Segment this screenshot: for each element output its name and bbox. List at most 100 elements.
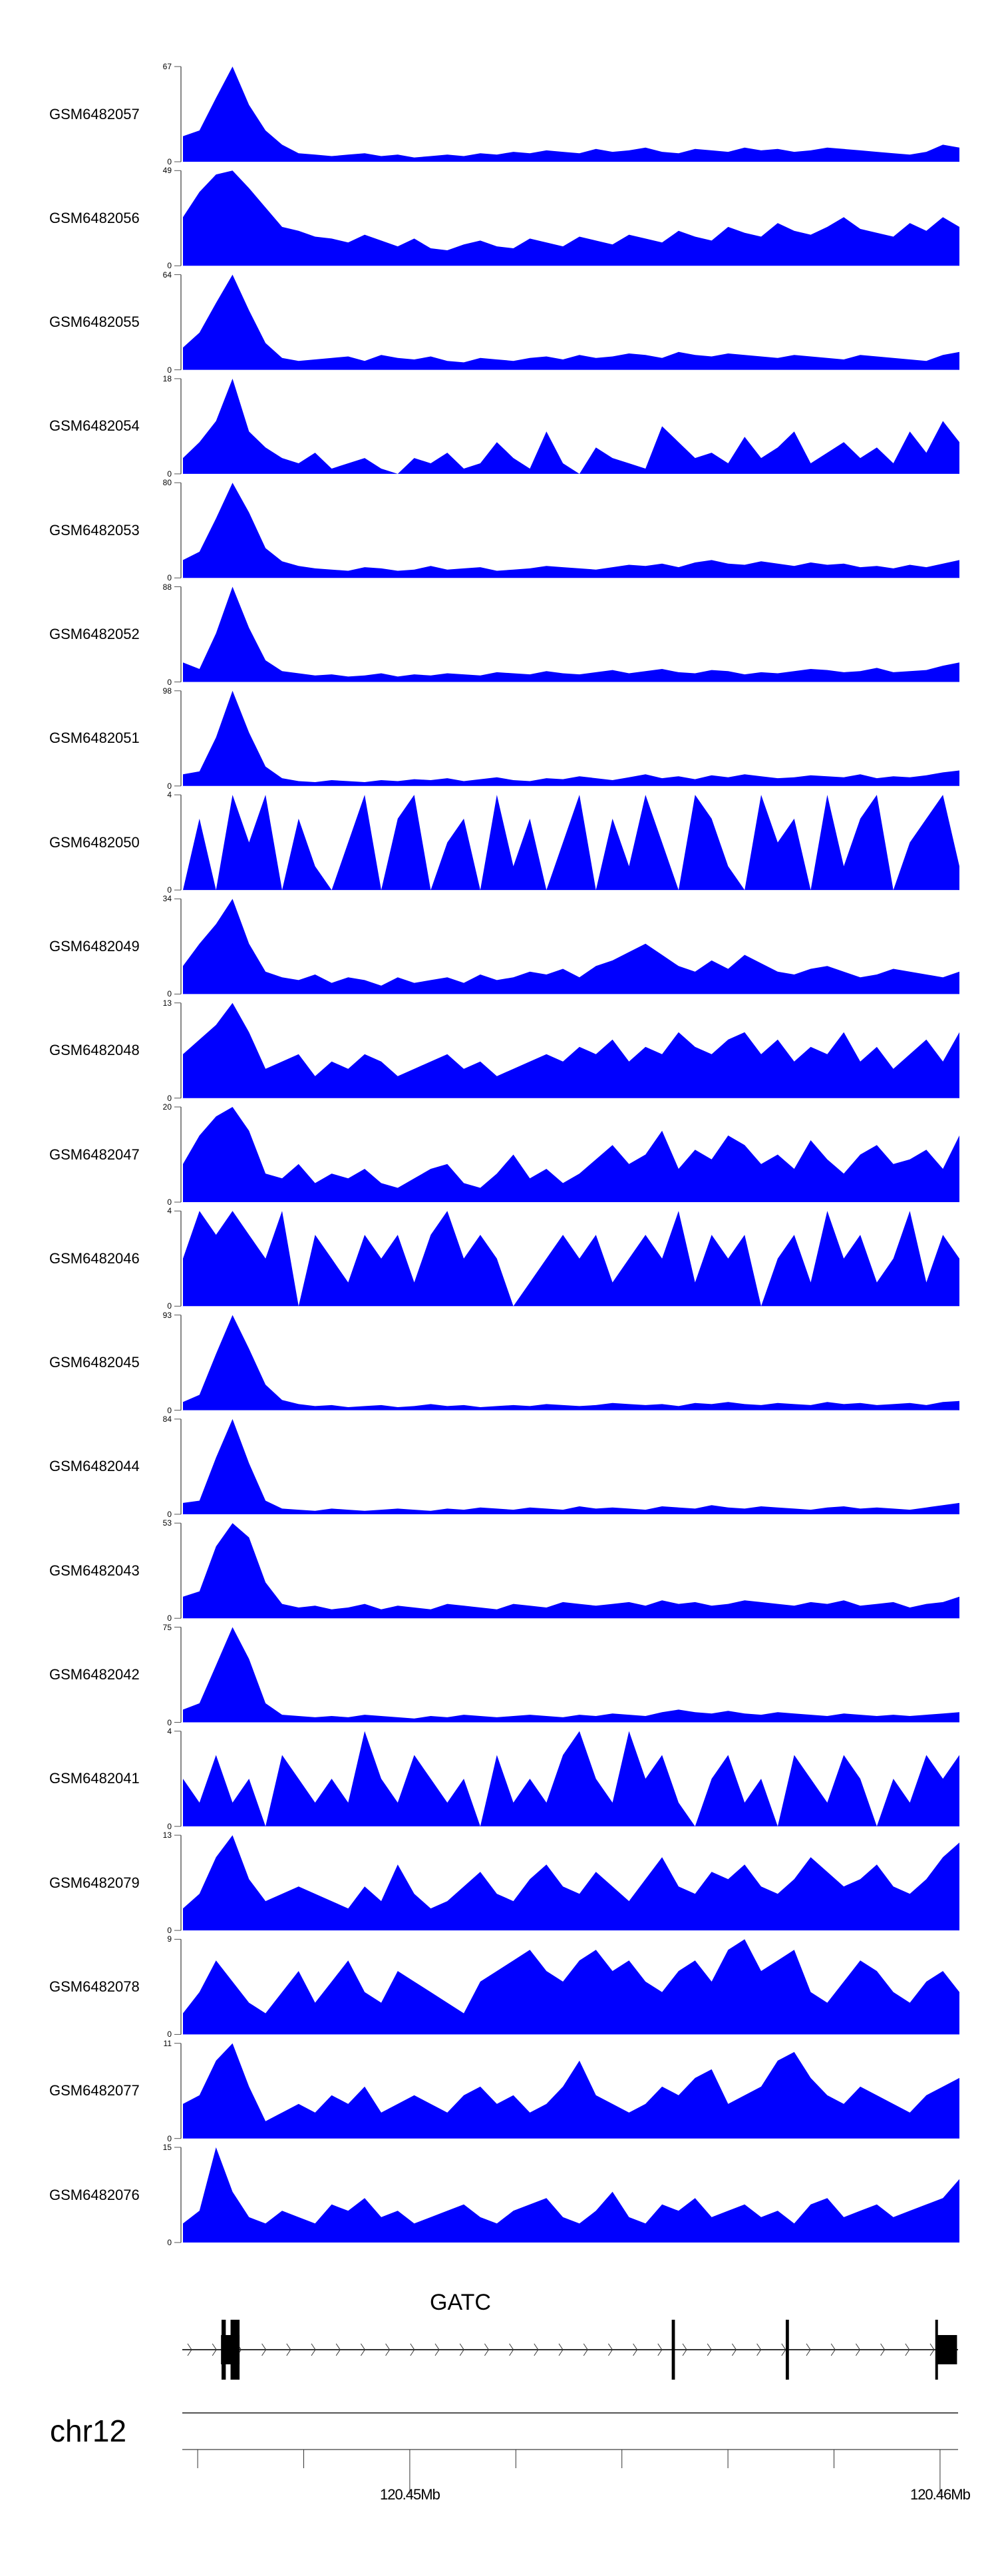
track-label: GSM6482045 — [49, 1354, 140, 1371]
genome-axis-tick-label: 120.45Mb — [379, 2486, 440, 2503]
track-label: GSM6482050 — [49, 833, 140, 851]
strand-arrow-icon — [311, 2343, 316, 2356]
y-tick-label-zero: 0 — [167, 469, 172, 479]
track-label: GSM6482056 — [49, 209, 140, 226]
strand-arrow-icon — [410, 2343, 415, 2356]
y-tick-label-max: 93 — [162, 1310, 172, 1320]
track-area — [183, 1107, 959, 1202]
strand-arrow-icon — [905, 2343, 910, 2356]
strand-arrow-icon — [335, 2343, 341, 2356]
track-area — [183, 1731, 959, 1826]
track-label: GSM6482078 — [49, 1978, 140, 1995]
strand-arrow-icon — [607, 2343, 613, 2356]
strand-arrow-icon — [484, 2343, 490, 2356]
strand-arrow-icon — [360, 2343, 366, 2356]
y-tick-label-max: 4 — [167, 1206, 172, 1216]
gene-exon — [230, 2320, 240, 2380]
track-label: GSM6482055 — [49, 314, 140, 331]
gene-name: GATC — [430, 2290, 491, 2315]
y-tick-label-max: 53 — [162, 1518, 172, 1528]
y-tick-label-zero: 0 — [167, 1093, 172, 1103]
track-label: GSM6482049 — [49, 937, 140, 955]
strand-arrow-icon — [830, 2343, 836, 2356]
strand-arrow-icon — [756, 2343, 762, 2356]
gene-exon — [935, 2320, 938, 2380]
genome-axis-tick-label: 120.46Mb — [910, 2486, 971, 2503]
track-label: GSM6482057 — [49, 105, 140, 122]
track-label: GSM6482053 — [49, 521, 140, 538]
y-tick-label-zero: 0 — [167, 989, 172, 999]
track-area — [183, 899, 959, 994]
y-tick-label-max: 88 — [162, 582, 172, 592]
y-tick-label-zero: 0 — [167, 2030, 172, 2039]
y-tick-label-max: 64 — [162, 270, 172, 280]
track-label: GSM6482079 — [49, 1874, 140, 1891]
track-area — [183, 170, 959, 266]
track-area — [183, 586, 959, 682]
strand-arrow-icon — [929, 2343, 935, 2356]
strand-arrow-icon — [682, 2343, 687, 2356]
y-tick-label-zero: 0 — [167, 1405, 172, 1415]
track-area — [183, 2147, 959, 2243]
y-tick-label-max: 67 — [162, 62, 172, 71]
strand-arrow-icon — [855, 2343, 861, 2356]
track-label: GSM6482046 — [49, 1249, 140, 1267]
track-area — [183, 1418, 959, 1514]
y-tick-label-max: 15 — [162, 2143, 172, 2152]
strand-arrow-icon — [806, 2343, 811, 2356]
track-area — [183, 1835, 959, 1931]
y-tick-label-max: 18 — [162, 373, 172, 383]
y-tick-label-max: 84 — [162, 1414, 172, 1424]
strand-arrow-icon — [434, 2343, 440, 2356]
track-label: GSM6482047 — [49, 1146, 140, 1163]
track-label: GSM6482048 — [49, 1042, 140, 1059]
strand-arrow-icon — [633, 2343, 638, 2356]
strand-arrow-icon — [385, 2343, 391, 2356]
track-label: GSM6482051 — [49, 730, 140, 747]
y-tick-label-zero: 0 — [167, 261, 172, 271]
track-label: GSM6482076 — [49, 2186, 140, 2203]
y-tick-label-zero: 0 — [167, 677, 172, 687]
strand-arrow-icon — [558, 2343, 564, 2356]
strand-arrow-icon — [707, 2343, 712, 2356]
track-area — [183, 1523, 959, 1619]
track-area — [183, 1627, 959, 1723]
strand-arrow-icon — [286, 2343, 291, 2356]
track-area — [183, 274, 959, 370]
y-tick-label-zero: 0 — [167, 1613, 172, 1623]
strand-arrow-icon — [880, 2343, 886, 2356]
gene-exon — [785, 2320, 789, 2380]
y-tick-label-max: 34 — [162, 894, 172, 904]
strand-arrow-icon — [781, 2343, 786, 2356]
strand-arrow-icon — [212, 2343, 217, 2356]
track-area — [183, 795, 959, 891]
y-tick-label-zero: 0 — [167, 1821, 172, 1831]
track-label: GSM6482052 — [49, 626, 140, 642]
y-tick-label-max: 75 — [162, 1622, 172, 1632]
strand-arrow-icon — [657, 2343, 663, 2356]
track-label: GSM6482041 — [49, 1770, 140, 1787]
track-area — [183, 690, 959, 786]
gene-utr — [936, 2335, 957, 2364]
track-area — [183, 67, 959, 162]
track-area — [183, 1939, 959, 2035]
strand-arrow-icon — [459, 2343, 464, 2356]
track-label: GSM6482044 — [49, 1458, 140, 1475]
strand-arrow-icon — [509, 2343, 514, 2356]
y-tick-label-zero: 0 — [167, 885, 172, 895]
y-tick-label-zero: 0 — [167, 1509, 172, 1519]
y-tick-label-max: 4 — [167, 790, 172, 800]
track-area — [183, 1002, 959, 1098]
strand-arrow-icon — [731, 2343, 737, 2356]
y-tick-label-max: 80 — [162, 478, 172, 488]
y-tick-label-zero: 0 — [167, 365, 172, 375]
y-tick-label-max: 4 — [167, 1726, 172, 1736]
y-tick-label-max: 98 — [162, 686, 172, 696]
track-area — [183, 483, 959, 578]
y-tick-label-max: 49 — [162, 166, 172, 176]
y-tick-label-zero: 0 — [167, 2238, 172, 2247]
track-label: GSM6482042 — [49, 1666, 140, 1683]
y-tick-label-zero: 0 — [167, 1717, 172, 1727]
track-label: GSM6482077 — [49, 2082, 140, 2099]
